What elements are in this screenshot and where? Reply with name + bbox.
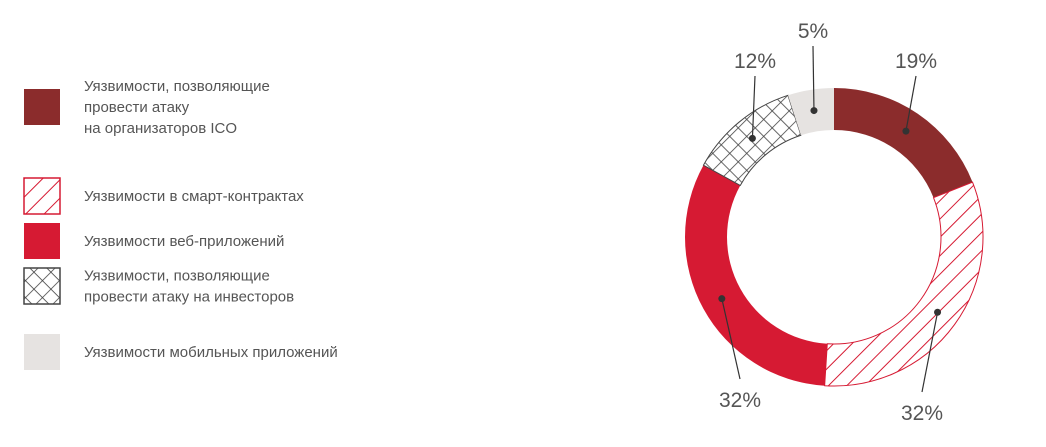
legend-label-1-line-2: провести атаку [84, 99, 190, 116]
slice-label-5: 5% [798, 20, 828, 43]
legend-swatch-3 [24, 223, 60, 259]
legend-label-4-line-2: провести атаку на инвесторов [84, 289, 294, 306]
legend-label-1-line-1: Уязвимости, позволяющие [84, 78, 270, 95]
legend-label-1-line-3: на организаторов ICO [84, 120, 237, 137]
donut-slice-2 [824, 181, 984, 387]
legend: Уязвимости, позволяющие провести атаку на … [23, 78, 338, 370]
legend-swatch-5 [24, 334, 60, 370]
leader-line-3 [721, 298, 741, 380]
legend-label-3-line-1: Уязвимости веб-приложений [84, 233, 284, 250]
legend-swatch-1 [24, 89, 60, 125]
legend-label-2-line-1: Уязвимости в смарт-контрактах [84, 188, 304, 205]
legend-label-4-line-1: Уязвимости, позволяющие [84, 268, 270, 285]
slice-label-4: 12% [734, 50, 776, 73]
leader-dot-3 [718, 295, 726, 303]
leader-line-5 [812, 45, 815, 111]
leader-dot-1 [902, 127, 910, 135]
donut-slice-3 [684, 165, 828, 386]
leader-line-1 [905, 75, 917, 132]
legend-label-5-line-1: Уязвимости мобильных приложений [84, 344, 338, 361]
slice-label-2: 32% [901, 402, 943, 425]
slice-label-3: 32% [719, 389, 761, 412]
leader-dot-4 [748, 134, 756, 142]
donut-slices [684, 88, 984, 387]
leader-line-2 [921, 312, 939, 393]
leader-dot-2 [934, 308, 942, 316]
slice-label-1: 19% [895, 50, 937, 73]
leader-line-4 [751, 75, 756, 139]
slice-labels: 19% 32% 32% 12% 5% [718, 20, 943, 425]
donut-slice-1 [834, 88, 973, 198]
leader-dot-5 [810, 107, 818, 115]
legend-swatch-2 [23, 177, 61, 215]
legend-swatch-4 [23, 267, 61, 305]
